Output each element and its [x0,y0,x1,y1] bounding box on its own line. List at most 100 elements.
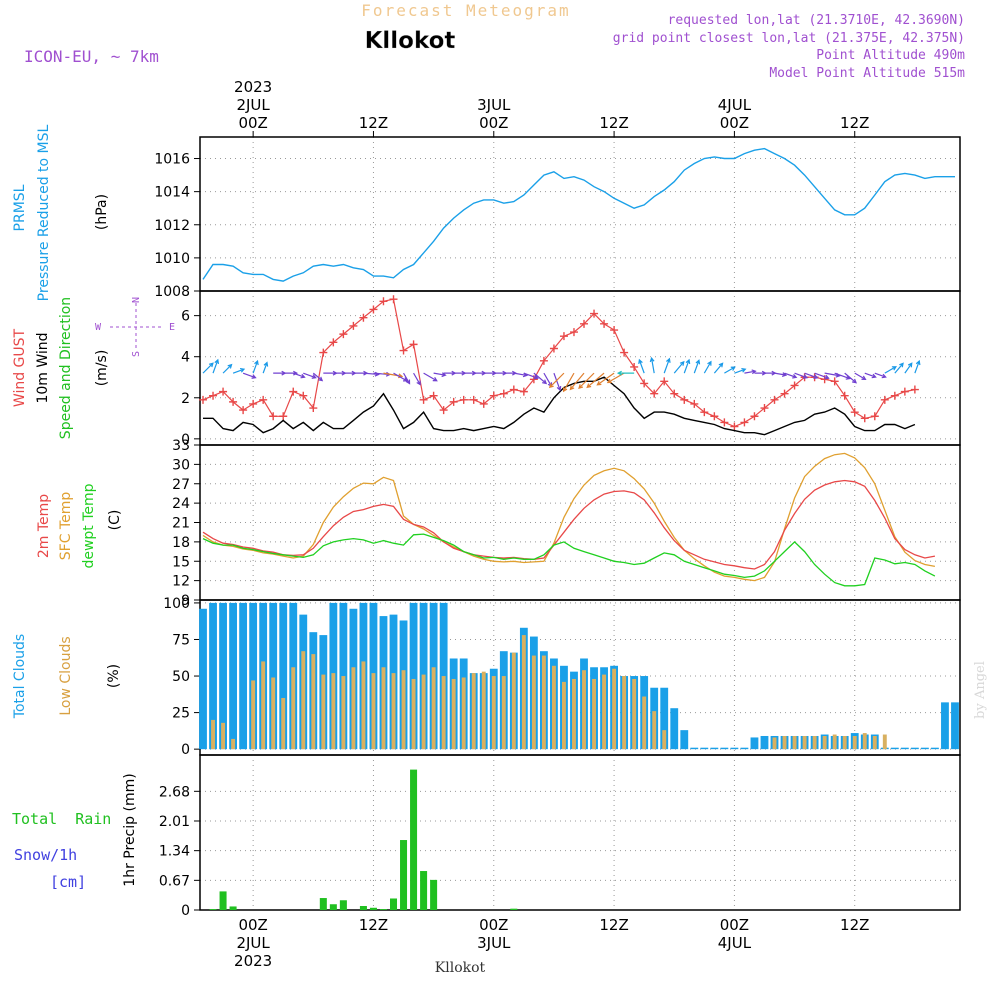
low-cloud-bar [271,677,276,750]
low-cloud-bar [511,652,516,750]
total-cloud-bar [710,747,719,750]
top-time-label: 2JUL [236,96,270,114]
compass-w: W [95,322,102,333]
total-cloud-bar [910,747,919,750]
low-cloud-bar [572,678,576,750]
gust-point [279,412,288,421]
wind-direction-arrow [638,358,645,374]
compass-s: S [131,351,142,357]
temp-dewpt-label: dewpt Temp [81,483,97,568]
gust-point [750,412,759,421]
gust-point [339,330,348,339]
low-cloud-bar [211,719,215,750]
wind-direction-arrow [293,372,306,379]
gust-point [469,395,478,404]
temp-2m-line [202,479,936,570]
wind-direction-arrow [874,372,887,379]
low-cloud-bar [411,678,416,750]
gust-point [389,295,398,304]
total-cloud-bar [239,602,248,750]
gust-point [439,406,448,415]
total-cloud-bar [279,602,288,750]
gust-point [429,391,438,400]
gust-point [399,346,408,355]
total-cloud-bar [951,702,959,750]
rain-bar [209,909,217,910]
gust-point [329,338,338,347]
gust-point [219,387,228,396]
y-tick-label: 0 [181,903,190,919]
y-tick-label: 2.01 [159,814,190,830]
gust-point [870,412,879,421]
low-cloud-bar [782,735,787,750]
low-cloud-bar [391,673,396,750]
gust-point [309,404,318,413]
low-cloud-bar [852,735,857,750]
low-cloud-bar [501,676,506,750]
low-cloud-bar [291,667,296,750]
y-tick-label: 0.67 [159,873,190,889]
snow-label: Snow/1h [14,846,77,864]
wind-direction-arrow [713,362,724,374]
wind-direction-arrow [212,358,220,374]
gust-point [229,397,238,406]
total-cloud-bar [700,747,709,750]
gust-point [549,344,558,353]
wind-direction-arrow [904,362,913,374]
top-time-label: 12Z [840,114,869,132]
low-cloud-bar [421,674,426,750]
wind-direction-arrow [844,372,857,384]
compass-n: N [131,297,142,303]
wind-direction-arrow [649,356,655,374]
low-cloud-bar [461,677,466,750]
low-cloud-bar [491,676,496,750]
gust-point [239,406,248,415]
low-cloud-bar [832,734,837,750]
rain-bar [339,900,347,910]
low-cloud-bar [281,697,286,750]
low-cloud-bar [351,667,356,750]
rain-bar [379,909,387,910]
y-tick-label: 1014 [154,185,190,201]
total-cloud-bar [680,730,689,750]
rain-bar [420,871,428,910]
pressure-line [202,147,955,282]
low-cloud-bar [541,655,546,750]
panel-0: 1008 1010 1012 1014 1016 [154,136,961,300]
gust-point [269,412,278,421]
wind-direction-arrow [569,372,585,391]
top-time-label: 00Z [479,114,508,132]
gust-point [840,391,849,400]
gust-point [319,348,328,357]
rain-bar [229,906,237,910]
bottom-time-label: 00Z [720,916,749,934]
gust-point [359,313,368,322]
gust-point [299,391,308,400]
y-tick-label: 75 [172,632,190,648]
y-tick-label: 50 [172,669,190,685]
wind-direction-arrow [864,372,877,379]
low-cloud-bar [531,655,536,750]
bottom-time-label: 12Z [359,916,388,934]
bottom-time-label: 3JUL [477,934,511,952]
wind-direction-label: Speed and Direction [58,297,74,439]
plot-layer: 1008101010121014101602469121518212427303… [154,78,961,970]
y-tick-label: 2.68 [159,784,190,800]
y-tick-label: 1010 [154,251,190,267]
compass-rose: W E N S [95,297,175,357]
low-cloud-bar [862,733,867,750]
bottom-time-label: 12Z [599,916,628,934]
low-cloud-bar [822,735,827,750]
total-cloud-bar [199,608,207,750]
gust-point [449,397,458,406]
gust-point [479,399,488,408]
top-time-label: 2023 [234,78,272,96]
y-tick-label: 30 [172,457,190,473]
temp-unit: (C) [107,510,123,531]
gust-point [660,377,669,386]
gust-line [202,298,916,428]
gust-point [720,418,729,427]
wind-direction-arrow [533,372,548,385]
y-tick-label: 2 [181,391,190,407]
panel-frame [199,290,961,446]
